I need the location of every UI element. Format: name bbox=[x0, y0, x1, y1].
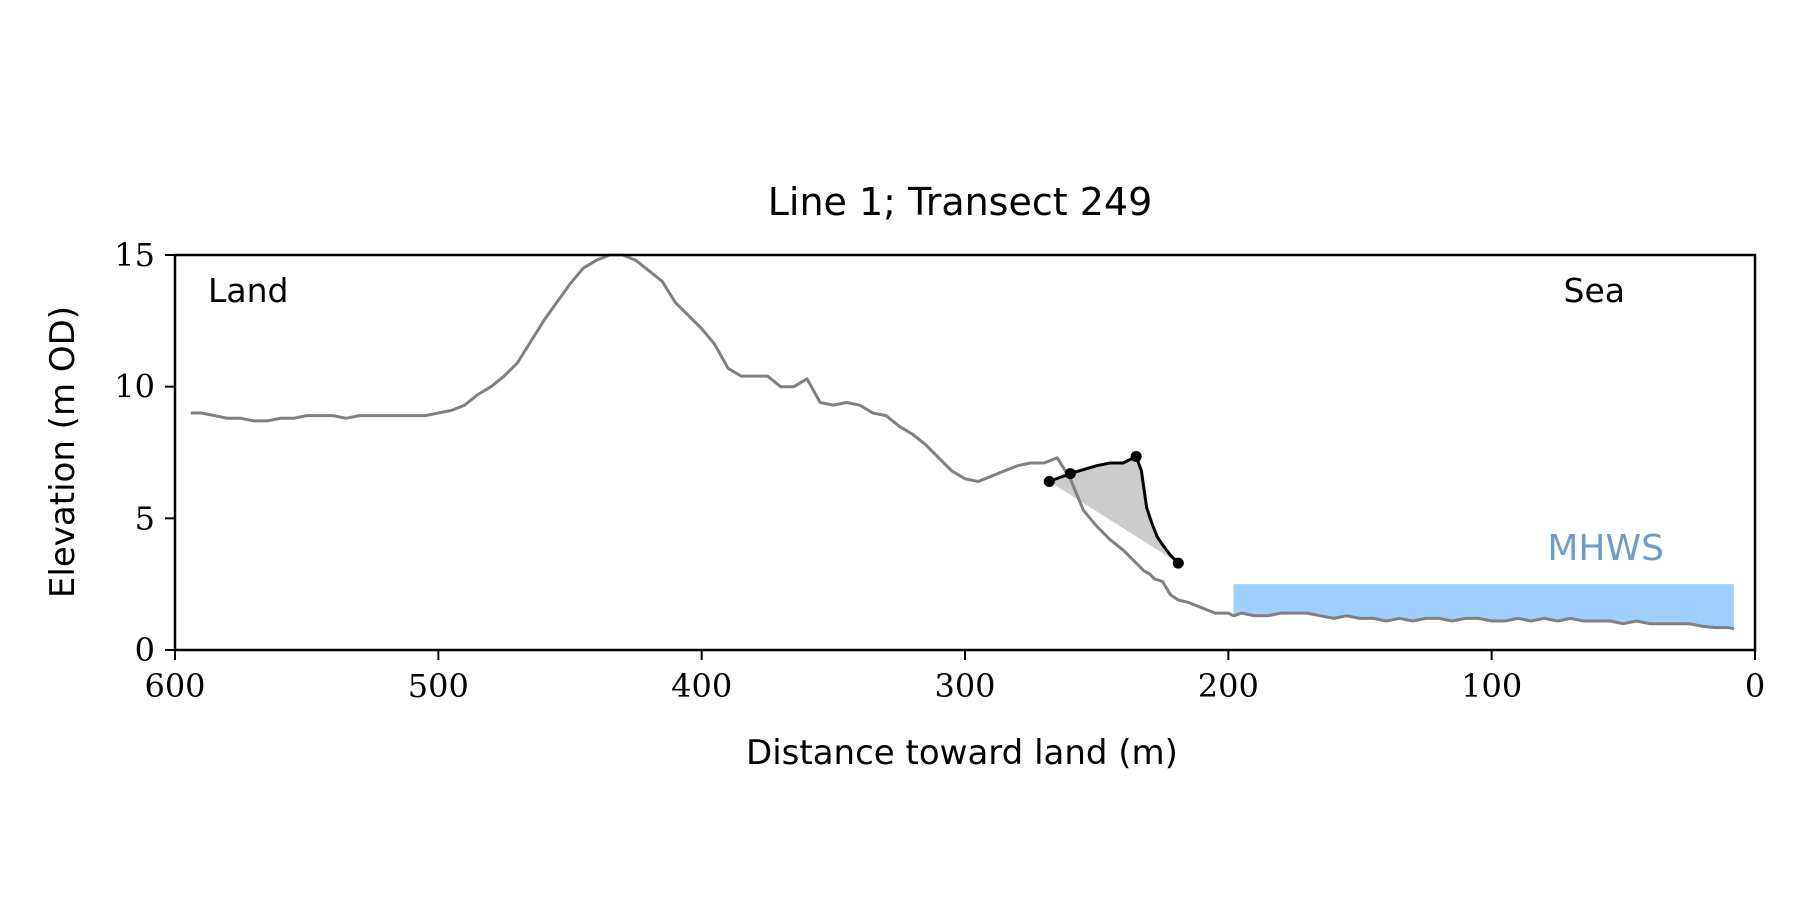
x-tick-label: 600 bbox=[144, 667, 205, 705]
x-tick-label: 0 bbox=[1745, 667, 1765, 705]
feature-area-fill bbox=[1049, 456, 1179, 564]
x-tick-label: 500 bbox=[408, 667, 469, 705]
feature-point bbox=[1130, 450, 1142, 462]
feature-point bbox=[1172, 557, 1184, 569]
x-tick-label: 100 bbox=[1461, 667, 1522, 705]
mhws-label: MHWS bbox=[1547, 528, 1664, 569]
y-tick-label: 15 bbox=[114, 236, 155, 274]
x-axis: 600 500 400 300 200 100 0 bbox=[144, 650, 1765, 705]
chart-title: Line 1; Transect 249 bbox=[768, 180, 1153, 224]
y-axis: 0 5 10 15 bbox=[114, 236, 175, 669]
x-axis-label: Distance toward land (m) bbox=[746, 733, 1178, 773]
y-tick-label: 0 bbox=[135, 631, 155, 669]
x-tick-label: 200 bbox=[1198, 667, 1259, 705]
plot-area: MHWS bbox=[190, 253, 1735, 631]
y-tick-label: 5 bbox=[135, 499, 155, 537]
feature-point bbox=[1064, 468, 1076, 480]
x-tick-label: 400 bbox=[671, 667, 732, 705]
y-axis-label: Elevation (m OD) bbox=[43, 306, 83, 598]
feature-point bbox=[1043, 475, 1055, 487]
y-tick-label: 10 bbox=[114, 368, 155, 406]
series-line-profile bbox=[190, 253, 1735, 631]
land-annotation: Land bbox=[208, 271, 288, 310]
x-tick-label: 300 bbox=[934, 667, 995, 705]
sea-annotation: Sea bbox=[1564, 271, 1625, 310]
